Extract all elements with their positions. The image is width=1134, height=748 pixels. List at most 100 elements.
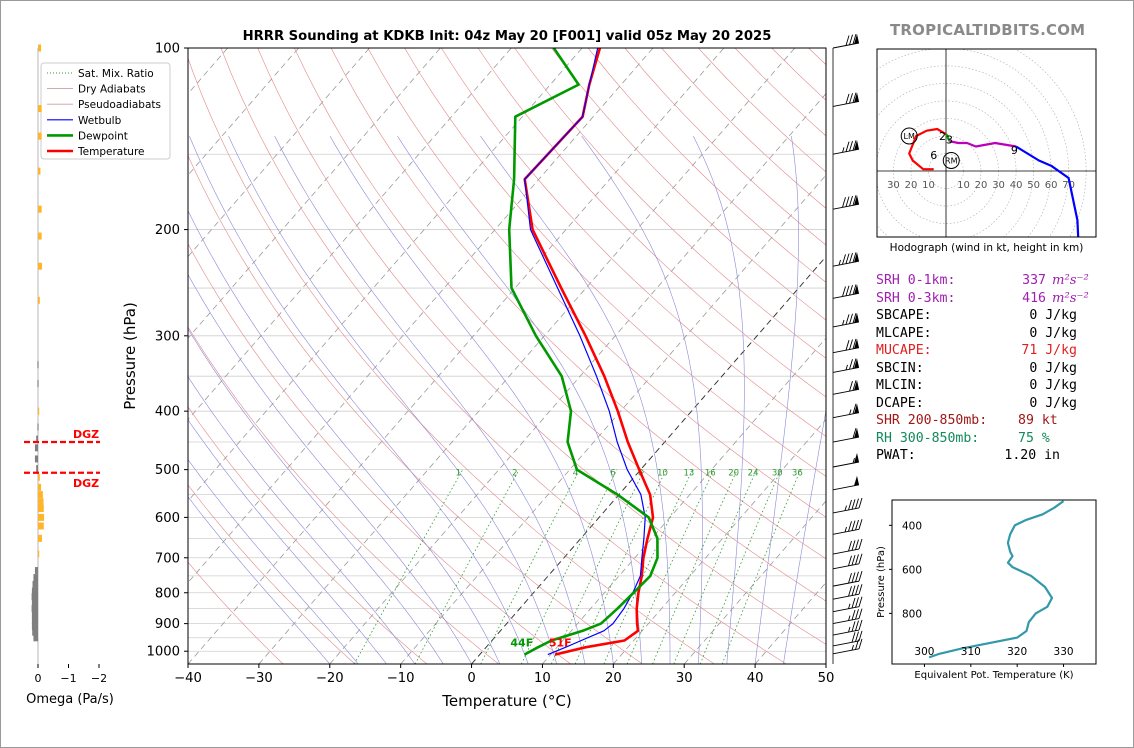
wind-barb [832, 608, 863, 625]
skew-t-frame [187, 47, 827, 665]
wind-barb-feather [848, 626, 851, 633]
mixing-ratio-line [673, 469, 757, 664]
x-tick-label: −40 [174, 671, 202, 686]
hodo-ring-label: 20 [905, 180, 918, 191]
wind-barb-flag [854, 140, 859, 151]
omega-tick-label: −1 [60, 672, 76, 685]
wind-barb-flag [854, 358, 859, 369]
hodo-ring-label: 20 [975, 180, 988, 191]
wind-barb [832, 497, 863, 514]
omega-bar [31, 611, 38, 619]
theta-e-y-tick-label: 800 [902, 608, 922, 620]
wind-barb-feather [852, 458, 855, 464]
wind-barb-feather [852, 403, 857, 414]
stat-label: SHR 200-850mb: [876, 413, 988, 428]
wind-barb-feather [852, 312, 857, 324]
wind-barb [832, 519, 863, 535]
dry-adiabat [188, 155, 643, 664]
wind-barb [832, 619, 863, 636]
moist-adiabat [581, 135, 703, 664]
x-tick-label: 10 [534, 671, 551, 686]
wind-barb-flag [854, 312, 859, 323]
profile-wetbulb [524, 48, 646, 656]
y-tick-label: 900 [155, 617, 180, 632]
isotherm [188, 48, 725, 664]
legend-entry: Sat. Mix. Ratio [78, 68, 154, 80]
stat-value: 416 [1022, 290, 1046, 306]
wind-barb [832, 284, 860, 299]
mixing-ratio-label: 10 [657, 468, 668, 478]
omega-bar [38, 550, 40, 558]
y-tick-label: 700 [155, 551, 180, 566]
x-axis-label: Temperature (°C) [441, 692, 571, 710]
legend-entry: Dewpoint [78, 130, 128, 142]
dry-adiabat [367, 48, 826, 518]
wind-barb-feather [851, 597, 856, 609]
wind-barb-feather [848, 540, 852, 552]
wind-barb-feather [858, 519, 863, 530]
omega-bar [38, 505, 44, 513]
mixing-ratio-label: 2 [512, 468, 517, 478]
theta-e-x-tick-label: 320 [1007, 646, 1027, 658]
moist-adiabat [188, 459, 359, 664]
wind-barb-feather [855, 597, 859, 608]
wind-barb-feather [849, 93, 853, 104]
omega-bar [34, 455, 38, 463]
omega-bar [38, 296, 40, 304]
y-tick-label: 400 [155, 405, 180, 420]
legend-entry: Temperature [77, 146, 145, 158]
wind-barb-flag [854, 252, 859, 263]
wind-barb-feather [845, 93, 850, 105]
x-tick-label: 30 [676, 671, 693, 686]
wind-barb-feather [858, 630, 863, 642]
y-tick-label: 500 [155, 463, 180, 478]
wind-barb-feather [852, 92, 857, 103]
omega-bar [31, 587, 38, 595]
wind-barb-feather [849, 195, 853, 207]
dry-adiabat [188, 561, 284, 664]
mixing-ratio-label: 30 [772, 468, 783, 478]
omega-bar [38, 205, 42, 213]
omega-bar [38, 167, 41, 175]
chart-title: HRRR Sounding at KDKB Init: 04z May 20 [… [243, 29, 772, 44]
dry-adiabat [188, 57, 715, 664]
x-tick-label: −10 [387, 671, 415, 686]
wind-barb-feather [849, 359, 853, 370]
omega-bar [31, 623, 38, 631]
dry-adiabat [514, 48, 826, 359]
profile-temperature [523, 48, 655, 656]
dry-adiabat [257, 48, 826, 645]
omega-bar [34, 567, 38, 575]
dry-adiabat [220, 48, 787, 664]
wind-barb-feather [845, 35, 850, 46]
legend-entry: Wetbulb [78, 115, 122, 127]
mixing-ratio-line [652, 469, 738, 664]
legend-entry: Dry Adiabats [78, 84, 146, 96]
wind-barb [832, 380, 860, 395]
mixing-ratio-label: 36 [792, 468, 803, 478]
wind-barb-feather [845, 196, 850, 207]
wind-barb-feather [851, 540, 856, 551]
mixing-ratio-line [521, 469, 618, 664]
moist-adiabat [188, 376, 416, 664]
moist-adiabat [188, 273, 472, 664]
wind-barb [832, 638, 863, 655]
wind-barb [832, 195, 860, 210]
watermark: TROPICALTIDBITS.COM [890, 21, 1086, 39]
wind-barb [832, 570, 863, 587]
stat-value: 0 J/kg [1029, 325, 1077, 341]
omega-bar [38, 483, 42, 491]
wind-barb-feather [849, 409, 852, 415]
surface-dewpoint-label: 44F [510, 637, 533, 650]
y-tick-label: 200 [155, 223, 180, 238]
wind-barb [832, 358, 860, 373]
omega-bar [38, 473, 40, 481]
hodo-ring-label: 10 [922, 180, 935, 191]
wind-barb-feather [851, 621, 856, 632]
isotherm [188, 48, 370, 258]
y-tick-label: 100 [155, 42, 180, 57]
wind-barb-feather [844, 526, 847, 533]
isotherm [188, 48, 512, 421]
wind-barb-feather [858, 538, 863, 550]
moist-adiabat [189, 135, 529, 664]
